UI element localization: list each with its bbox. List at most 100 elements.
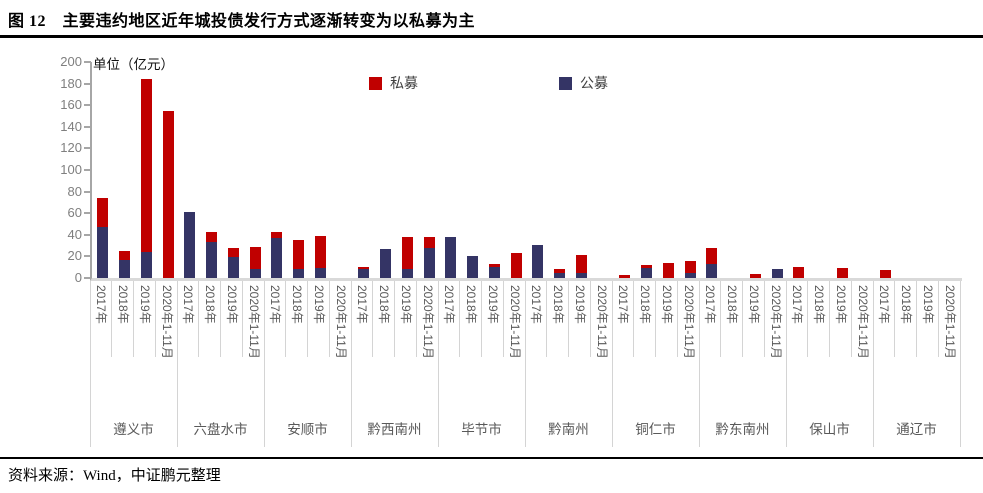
legend-label-public: 公募 bbox=[580, 75, 608, 91]
x-axis-city-label: 铜仁市 bbox=[635, 422, 676, 437]
group-separator bbox=[872, 281, 874, 447]
bar-segment-private bbox=[206, 231, 218, 243]
x-axis-year-label: 2018年 bbox=[551, 285, 566, 324]
bar-segment-private bbox=[880, 270, 892, 278]
bar-segment-public bbox=[554, 272, 566, 278]
year-tick bbox=[481, 281, 482, 357]
x-axis-city-label: 六盘水市 bbox=[193, 422, 248, 437]
x-axis-year-label: 2020年1-11月 bbox=[159, 285, 174, 359]
x-axis-city-label: 黔东南州 bbox=[715, 422, 770, 437]
x-axis-year-label: 2019年 bbox=[137, 285, 152, 324]
bar-segment-public bbox=[684, 272, 696, 278]
x-axis-year-label: 2020年1-11月 bbox=[420, 285, 435, 359]
y-axis-label: 100 bbox=[60, 162, 82, 177]
bar-segment-private bbox=[423, 236, 435, 248]
year-tick bbox=[807, 281, 809, 357]
bar-segment-public bbox=[532, 244, 544, 278]
y-axis-tick bbox=[84, 212, 91, 215]
bar-segment-public bbox=[706, 263, 718, 278]
group-separator bbox=[524, 281, 526, 447]
bar-segment-private bbox=[97, 198, 109, 228]
year-tick bbox=[394, 281, 395, 357]
x-axis-year-label: 2018年 bbox=[116, 285, 131, 324]
bar-segment-private bbox=[662, 262, 674, 278]
year-tick bbox=[459, 281, 461, 357]
source-divider bbox=[0, 457, 983, 459]
x-axis-year-label: 2017年 bbox=[529, 285, 544, 324]
y-axis-label: 40 bbox=[67, 226, 82, 242]
bar-segment-private bbox=[510, 253, 522, 278]
year-tick bbox=[154, 281, 156, 357]
y-axis-tick bbox=[84, 255, 91, 258]
bar-segment-private bbox=[641, 265, 653, 269]
y-axis-tick bbox=[84, 277, 91, 279]
y-axis-label: 80 bbox=[67, 183, 82, 199]
x-axis-year-label: 2018年 bbox=[377, 285, 392, 324]
year-tick bbox=[220, 281, 221, 357]
year-tick bbox=[111, 281, 113, 357]
title-divider bbox=[0, 35, 983, 38]
year-tick bbox=[742, 281, 743, 357]
y-axis-tick bbox=[84, 125, 91, 128]
year-tick bbox=[937, 281, 939, 357]
bar-segment-public bbox=[358, 269, 370, 278]
y-axis-tick bbox=[84, 233, 91, 236]
bar-segment-public bbox=[119, 259, 131, 278]
bar-segment-private bbox=[314, 235, 326, 269]
year-tick bbox=[328, 281, 330, 357]
bar-segment-private bbox=[684, 260, 696, 273]
group-separator bbox=[89, 281, 91, 447]
y-axis-tick bbox=[84, 169, 91, 171]
year-tick bbox=[894, 281, 896, 357]
year-tick bbox=[133, 281, 134, 357]
x-axis-year-label: 2017年 bbox=[877, 285, 892, 324]
bar-segment-public bbox=[206, 242, 218, 278]
bar-segment-public bbox=[249, 269, 261, 278]
year-tick bbox=[633, 281, 635, 357]
y-axis-label: 120 bbox=[60, 140, 82, 156]
public-series-swatch bbox=[559, 76, 572, 90]
x-axis-year-label: 2019年 bbox=[659, 285, 674, 324]
bar-segment-public bbox=[488, 267, 500, 278]
year-tick bbox=[307, 281, 308, 357]
year-tick bbox=[198, 281, 200, 357]
bar-segment-public bbox=[445, 236, 457, 278]
bar-segment-public bbox=[314, 268, 326, 278]
unit-label: 单位（亿元） bbox=[93, 57, 174, 72]
x-axis-year-label: 2019年 bbox=[398, 285, 413, 324]
y-axis-tick bbox=[84, 190, 91, 193]
x-axis-year-label: 2017年 bbox=[268, 285, 283, 324]
x-axis-year-label: 2017年 bbox=[355, 285, 370, 324]
y-axis-tick bbox=[84, 82, 91, 85]
x-axis-year-label: 2017年 bbox=[790, 285, 805, 324]
bar-segment-public bbox=[423, 247, 435, 278]
x-axis-year-label: 2017年 bbox=[703, 285, 718, 324]
x-axis-year-label: 2017年 bbox=[181, 285, 196, 324]
y-axis-label: 20 bbox=[67, 248, 82, 264]
private-series-swatch bbox=[369, 76, 382, 90]
bar-segment-public bbox=[271, 238, 283, 278]
legend: 私募 公募 bbox=[0, 73, 983, 93]
year-tick bbox=[720, 281, 722, 357]
legend-item-public: 公募 bbox=[559, 73, 608, 93]
x-axis-year-label: 2018年 bbox=[464, 285, 479, 324]
x-axis-year-label: 2020年1-11月 bbox=[768, 285, 783, 359]
group-separator bbox=[698, 281, 700, 447]
bar-segment-private bbox=[749, 273, 761, 278]
source-text: 资料来源：Wind，中证鹏元整理 bbox=[8, 468, 221, 484]
y-axis-tick bbox=[84, 147, 91, 150]
x-axis-year-label: 2018年 bbox=[638, 285, 653, 324]
x-axis-year-label: 2018年 bbox=[725, 285, 740, 324]
year-tick bbox=[916, 281, 917, 357]
bar-segment-private bbox=[706, 247, 718, 264]
year-tick bbox=[502, 281, 504, 357]
x-axis-year-label: 2018年 bbox=[899, 285, 914, 324]
legend-label-private: 私募 bbox=[390, 75, 418, 91]
bar-segment-private bbox=[836, 268, 848, 278]
bar-segment-public bbox=[184, 212, 196, 278]
bar-segment-private bbox=[140, 79, 152, 253]
year-tick bbox=[285, 281, 287, 357]
bar-segment-private bbox=[793, 267, 805, 278]
x-axis-labels: 2017年 2018年 2019年 2020年1-11月 2017年 2018年 2019年… bbox=[89, 281, 961, 451]
plot-area: 0 20 40 60 80 100 120 140 160 180 200 bbox=[60, 55, 962, 285]
